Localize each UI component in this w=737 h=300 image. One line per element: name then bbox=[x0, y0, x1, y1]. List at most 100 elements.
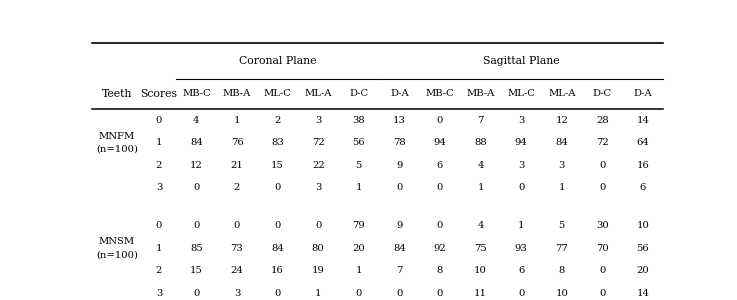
Text: 4: 4 bbox=[193, 116, 200, 124]
Text: 1: 1 bbox=[156, 244, 162, 253]
Text: ML-A: ML-A bbox=[304, 89, 332, 98]
Text: 1: 1 bbox=[315, 289, 321, 298]
Text: 0: 0 bbox=[234, 221, 240, 230]
Text: MNFM: MNFM bbox=[99, 132, 135, 141]
Text: 3: 3 bbox=[234, 289, 240, 298]
Text: 92: 92 bbox=[433, 244, 447, 253]
Text: 0: 0 bbox=[156, 116, 162, 124]
Text: D-C: D-C bbox=[593, 89, 612, 98]
Text: 84: 84 bbox=[393, 244, 406, 253]
Text: 78: 78 bbox=[393, 138, 406, 147]
Text: 94: 94 bbox=[514, 138, 528, 147]
Text: 4: 4 bbox=[478, 161, 484, 170]
Text: ML-C: ML-C bbox=[507, 89, 535, 98]
Text: 8: 8 bbox=[437, 266, 443, 275]
Text: 0: 0 bbox=[156, 221, 162, 230]
Text: 76: 76 bbox=[231, 138, 243, 147]
Text: Scores: Scores bbox=[141, 89, 178, 99]
Text: 85: 85 bbox=[190, 244, 203, 253]
Text: 0: 0 bbox=[274, 221, 281, 230]
Text: 73: 73 bbox=[231, 244, 243, 253]
Text: 24: 24 bbox=[231, 266, 243, 275]
Text: 20: 20 bbox=[352, 244, 365, 253]
Text: 0: 0 bbox=[599, 266, 606, 275]
Text: 6: 6 bbox=[640, 184, 646, 193]
Text: 10: 10 bbox=[556, 289, 568, 298]
Text: MNSM: MNSM bbox=[99, 238, 135, 247]
Text: 38: 38 bbox=[352, 116, 365, 124]
Text: (n=100): (n=100) bbox=[96, 145, 138, 154]
Text: 5: 5 bbox=[559, 221, 565, 230]
Text: 19: 19 bbox=[312, 266, 324, 275]
Text: 13: 13 bbox=[393, 116, 406, 124]
Text: 6: 6 bbox=[518, 266, 524, 275]
Text: 14: 14 bbox=[637, 116, 649, 124]
Text: Coronal Plane: Coronal Plane bbox=[239, 56, 316, 66]
Text: 1: 1 bbox=[355, 184, 362, 193]
Text: 1: 1 bbox=[478, 184, 484, 193]
Text: 30: 30 bbox=[596, 221, 609, 230]
Text: 7: 7 bbox=[397, 266, 402, 275]
Text: 80: 80 bbox=[312, 244, 324, 253]
Text: 12: 12 bbox=[556, 116, 568, 124]
Text: MB-A: MB-A bbox=[223, 89, 251, 98]
Text: MB-C: MB-C bbox=[426, 89, 455, 98]
Text: 20: 20 bbox=[637, 266, 649, 275]
Text: D-C: D-C bbox=[349, 89, 368, 98]
Text: 10: 10 bbox=[637, 221, 649, 230]
Text: 0: 0 bbox=[599, 161, 606, 170]
Text: 3: 3 bbox=[518, 161, 525, 170]
Text: 94: 94 bbox=[433, 138, 447, 147]
Text: 15: 15 bbox=[190, 266, 203, 275]
Text: 56: 56 bbox=[352, 138, 365, 147]
Text: 6: 6 bbox=[437, 161, 443, 170]
Text: 72: 72 bbox=[312, 138, 324, 147]
Text: 0: 0 bbox=[274, 184, 281, 193]
Text: 84: 84 bbox=[271, 244, 284, 253]
Text: 22: 22 bbox=[312, 161, 324, 170]
Text: ML-C: ML-C bbox=[264, 89, 292, 98]
Text: 21: 21 bbox=[231, 161, 243, 170]
Text: MB-A: MB-A bbox=[467, 89, 495, 98]
Text: 1: 1 bbox=[234, 116, 240, 124]
Text: 0: 0 bbox=[599, 289, 606, 298]
Text: 14: 14 bbox=[637, 289, 649, 298]
Text: 1: 1 bbox=[156, 138, 162, 147]
Text: 2: 2 bbox=[274, 116, 281, 124]
Text: 1: 1 bbox=[518, 221, 525, 230]
Text: 8: 8 bbox=[559, 266, 565, 275]
Text: 0: 0 bbox=[437, 184, 443, 193]
Text: 75: 75 bbox=[474, 244, 487, 253]
Text: 2: 2 bbox=[156, 266, 162, 275]
Text: 70: 70 bbox=[596, 244, 609, 253]
Text: 3: 3 bbox=[156, 184, 162, 193]
Text: 79: 79 bbox=[352, 221, 365, 230]
Text: 3: 3 bbox=[559, 161, 565, 170]
Text: Teeth: Teeth bbox=[102, 89, 132, 99]
Text: 0: 0 bbox=[397, 184, 402, 193]
Text: D-A: D-A bbox=[634, 89, 652, 98]
Text: 64: 64 bbox=[637, 138, 649, 147]
Text: 93: 93 bbox=[515, 244, 528, 253]
Text: 0: 0 bbox=[356, 289, 362, 298]
Text: 1: 1 bbox=[559, 184, 565, 193]
Text: 0: 0 bbox=[193, 289, 200, 298]
Text: 28: 28 bbox=[596, 116, 609, 124]
Text: 84: 84 bbox=[556, 138, 568, 147]
Text: 72: 72 bbox=[596, 138, 609, 147]
Text: 3: 3 bbox=[518, 116, 525, 124]
Text: 2: 2 bbox=[156, 161, 162, 170]
Text: 0: 0 bbox=[518, 289, 525, 298]
Text: 0: 0 bbox=[397, 289, 402, 298]
Text: 4: 4 bbox=[478, 221, 484, 230]
Text: 0: 0 bbox=[193, 221, 200, 230]
Text: 9: 9 bbox=[397, 221, 402, 230]
Text: 56: 56 bbox=[637, 244, 649, 253]
Text: MB-C: MB-C bbox=[182, 89, 211, 98]
Text: 83: 83 bbox=[271, 138, 284, 147]
Text: 2: 2 bbox=[234, 184, 240, 193]
Text: (n=100): (n=100) bbox=[96, 250, 138, 259]
Text: 3: 3 bbox=[315, 184, 321, 193]
Text: 0: 0 bbox=[193, 184, 200, 193]
Text: D-A: D-A bbox=[390, 89, 409, 98]
